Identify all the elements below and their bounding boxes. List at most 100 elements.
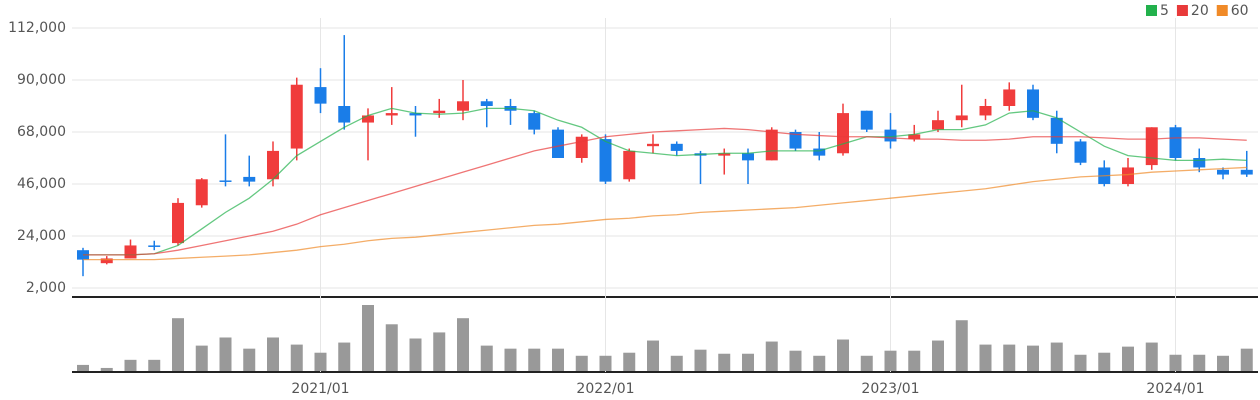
volume-bar xyxy=(837,339,849,371)
candle-body xyxy=(219,180,232,182)
volume-bar xyxy=(694,349,707,371)
volume-bar xyxy=(219,337,232,371)
candle-body xyxy=(765,129,778,161)
candle-body xyxy=(932,120,944,130)
volume-bar xyxy=(575,355,588,371)
volume-bar xyxy=(1027,345,1039,371)
volume-bar xyxy=(813,355,826,371)
candle-body xyxy=(195,179,208,206)
volume-bar xyxy=(504,348,517,371)
candle-body xyxy=(860,110,873,130)
candle-body xyxy=(789,132,802,149)
candle-body xyxy=(1240,169,1253,175)
candle-body xyxy=(172,202,184,244)
volume-bar xyxy=(1098,352,1111,371)
candle-body xyxy=(457,101,469,111)
volume-bar xyxy=(647,340,659,371)
candle-body xyxy=(290,84,303,149)
volume-bar xyxy=(908,350,921,371)
volume-bar xyxy=(148,359,161,371)
candle-body xyxy=(1027,89,1039,118)
candle-body xyxy=(528,113,541,130)
candle-body xyxy=(908,134,921,140)
volume-bar xyxy=(670,355,683,371)
volume-bar xyxy=(1193,354,1206,371)
candle-body xyxy=(955,115,968,121)
x-tick-label: 2021/01 xyxy=(291,381,349,397)
moving-average-line xyxy=(83,107,1247,256)
volume-bar xyxy=(1240,348,1253,371)
y-tick-label: 46,000 xyxy=(17,176,66,192)
candle-body xyxy=(267,150,279,180)
volume-bar xyxy=(932,340,944,371)
x-tick-label: 2023/01 xyxy=(861,381,919,397)
volume-bar xyxy=(314,352,327,371)
y-tick-label: 24,000 xyxy=(17,228,66,244)
candle-body xyxy=(124,245,137,259)
volume-bar xyxy=(195,345,208,371)
volume-bar xyxy=(457,318,469,371)
candle-body xyxy=(480,101,493,106)
volume-bar xyxy=(979,344,992,371)
candle-body xyxy=(1193,158,1206,168)
candle-body xyxy=(100,258,113,264)
volume-bar xyxy=(243,348,256,371)
volume-bar xyxy=(1074,354,1087,371)
volume-bar xyxy=(480,345,493,371)
y-tick-label: 112,000 xyxy=(8,20,66,36)
volume-bar xyxy=(765,341,778,371)
candle-body xyxy=(670,143,683,151)
volume-bar xyxy=(1217,355,1229,371)
volume-bar xyxy=(124,359,137,371)
volume-bar xyxy=(100,367,113,371)
volume-bar xyxy=(172,318,184,371)
volume-bar xyxy=(409,338,422,371)
candle-body xyxy=(979,106,992,116)
volume-bar xyxy=(718,353,731,371)
legend-label: 60 xyxy=(1231,3,1249,19)
volume-bar xyxy=(1122,346,1134,371)
x-tick-label: 2024/01 xyxy=(1146,381,1204,397)
moving-average-line xyxy=(83,127,1247,256)
volume-bar xyxy=(884,350,897,371)
candle-body xyxy=(1074,141,1087,163)
volume-bar xyxy=(742,353,754,371)
candle-body xyxy=(718,153,731,156)
volume-bar xyxy=(955,320,968,371)
candle-body xyxy=(837,113,849,154)
candle-body xyxy=(409,113,422,116)
candle-body xyxy=(742,153,754,161)
candle-body xyxy=(1050,117,1063,144)
candle-body xyxy=(1003,89,1016,106)
volume-bar xyxy=(860,355,873,371)
candle-body xyxy=(1145,127,1158,166)
candle-body xyxy=(338,106,351,123)
volume-bar xyxy=(552,348,564,371)
volume-bar xyxy=(77,364,89,371)
candle-body xyxy=(433,110,446,114)
volume-bar xyxy=(789,350,802,371)
legend-swatch xyxy=(1176,5,1188,16)
volume-bar xyxy=(385,324,398,371)
candle-body xyxy=(623,150,636,180)
candle-body xyxy=(314,87,327,104)
volume-bar xyxy=(290,344,303,371)
candle-body xyxy=(599,139,612,182)
candle-body xyxy=(385,113,398,116)
legend-label: 5 xyxy=(1160,3,1169,19)
volume-bar xyxy=(599,355,612,371)
candle-body xyxy=(243,176,256,182)
moving-average-line xyxy=(83,166,1247,261)
x-tick-label: 2022/01 xyxy=(576,381,634,397)
candle-body xyxy=(1217,169,1229,175)
volume-bar xyxy=(1050,342,1063,371)
volume-bar xyxy=(1145,342,1158,371)
candle-body xyxy=(1122,167,1134,184)
candle-body xyxy=(884,129,897,142)
candle-body xyxy=(1169,127,1182,158)
volume-bar xyxy=(362,305,374,371)
y-tick-label: 68,000 xyxy=(17,124,66,140)
candle-body xyxy=(552,129,564,158)
volume-bar xyxy=(267,337,279,371)
